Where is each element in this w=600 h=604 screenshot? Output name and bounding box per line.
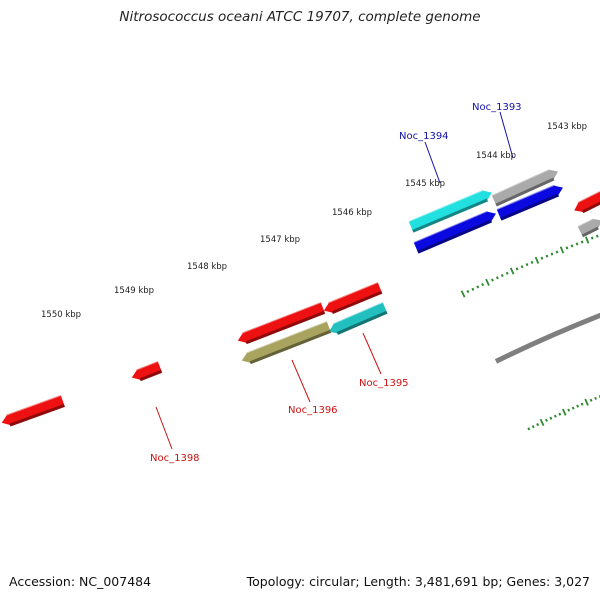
minor-tick [527,263,528,265]
minor-tick [546,419,547,421]
minor-tick [477,286,478,288]
minor-tick [528,428,529,430]
minor-tick [582,241,583,243]
gene-features [2,170,600,425]
minor-tick [537,423,538,425]
scale-label: 1548 kbp [187,262,227,272]
minor-tick [577,243,578,245]
minor-tick [577,405,578,407]
scale-labels: 1543 kbp 1544 kbp 1545 kbp 1546 kbp 1547 kbp… [41,122,587,320]
minor-tick [573,407,574,409]
major-tick [511,268,514,274]
minor-tick [532,261,533,263]
major-tick [486,279,489,285]
major-tick [561,247,564,253]
gene-label: Noc_1398 [150,453,200,464]
map-title: Nitrosococcus oceani ATCC 19707, complet… [0,9,600,25]
minor-tick [597,235,598,237]
inner-tick-ring [528,284,600,430]
gene-arrow [2,396,65,425]
minor-tick [467,290,468,292]
major-tick [462,291,465,297]
scale-label: 1549 kbp [114,286,154,296]
minor-tick [533,426,534,428]
minor-tick [482,283,483,285]
major-tick [586,237,589,244]
callout-line [363,333,381,374]
minor-tick [502,274,503,276]
minor-tick [546,255,547,257]
minor-tick [497,277,498,279]
minor-tick [522,266,523,268]
gene-arrow [578,219,600,236]
minor-tick [582,403,583,405]
minor-tick [472,288,473,290]
major-tick [536,257,539,263]
minor-tick [568,409,569,411]
scale-label: 1547 kbp [260,235,300,245]
gene-label: Noc_1394 [399,131,449,142]
minor-tick [559,413,560,415]
minor-tick [556,251,557,253]
callout-line [425,142,440,183]
gene-arrow [574,192,600,212]
gene-arrow-noc-1398 [132,362,162,380]
minor-tick [572,245,573,247]
gene-label: Noc_1395 [359,378,409,389]
minor-tick [595,397,596,399]
gene-callouts: Noc_1393 Noc_1394 Noc_1395 Noc_1396 Noc_1398 [150,102,522,464]
scale-label: 1546 kbp [332,208,372,218]
minor-tick [517,268,518,270]
minor-tick [551,253,552,255]
minor-tick [567,247,568,249]
major-tick [585,399,588,405]
gene-label: Noc_1396 [288,405,338,416]
minor-tick [541,257,542,259]
minor-tick [550,417,551,419]
callout-line [156,407,172,449]
minor-tick [592,237,593,239]
scale-label: 1543 kbp [547,122,587,132]
minor-tick [507,272,508,274]
scale-label: 1544 kbp [476,151,516,161]
scale-label: 1545 kbp [405,179,445,189]
minor-tick [591,399,592,401]
gene-label: Noc_1393 [472,102,522,113]
major-tick [541,419,544,425]
genome-summary-text: Topology: circular; Length: 3,481,691 bp… [247,574,590,589]
scale-label: 1550 kbp [41,310,81,320]
minor-tick [492,279,493,281]
callout-line [292,360,310,402]
accession-text: Accession: NC_007484 [9,574,151,589]
major-tick [563,409,566,415]
minor-tick [555,415,556,417]
